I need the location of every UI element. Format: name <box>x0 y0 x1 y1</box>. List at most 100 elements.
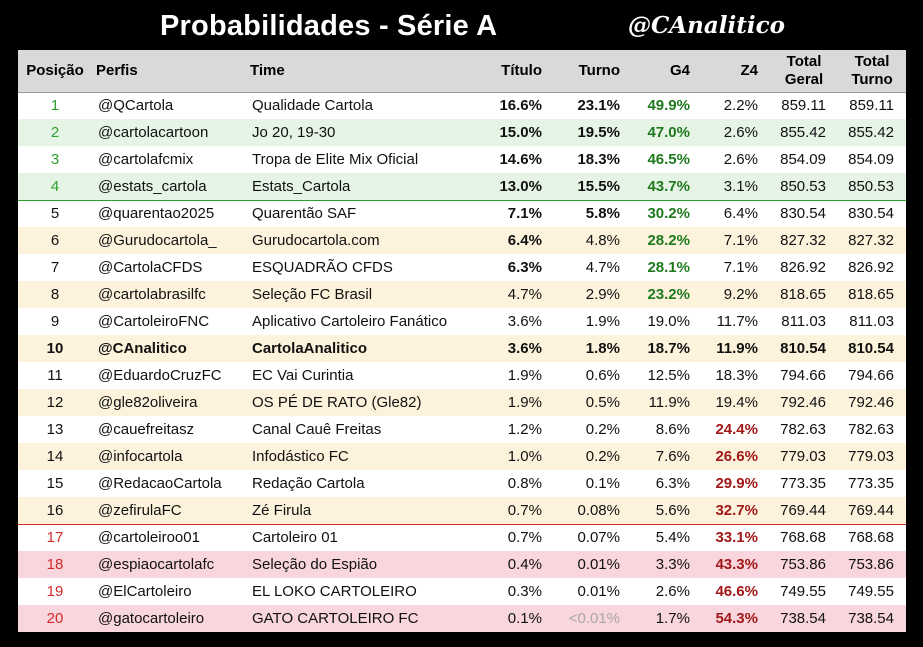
cell-z4: 2.6% <box>702 119 770 146</box>
cell-posicao: 3 <box>18 146 92 173</box>
cell-titulo: 6.3% <box>507 259 542 276</box>
cell-total-geral: 850.53 <box>770 173 838 201</box>
cell-g4: 5.4% <box>632 524 702 551</box>
cell-total-geral: 749.55 <box>770 578 838 605</box>
cell-total-turno: 753.86 <box>838 551 906 578</box>
cell-turno: 4.8% <box>554 227 632 254</box>
cell-total-turno: 830.54 <box>848 205 894 223</box>
cell-total-turno: 818.65 <box>838 281 906 308</box>
cell-g4: 12.5% <box>647 367 690 384</box>
cell-time: Qualidade Cartola <box>246 92 472 119</box>
cell-perfil: @EduardoCruzFC <box>98 367 222 384</box>
cell-total-turno: 810.54 <box>838 335 906 362</box>
cell-posicao: 9 <box>50 313 60 330</box>
cell-posicao: 8 <box>18 281 92 308</box>
cell-titulo: 0.7% <box>472 497 554 525</box>
cell-z4: 3.1% <box>702 173 770 201</box>
cell-total-geral: 810.54 <box>770 335 838 362</box>
cell-perfil: @CartoleiroFNC <box>98 313 210 330</box>
table-body: 1 @QCartola Qualidade Cartola 16.6% 23.1% 49.… <box>18 92 906 632</box>
cell-posicao: 7 <box>50 259 60 276</box>
cell-z4: 6.4% <box>723 205 758 223</box>
cell-total-geral: 794.66 <box>780 367 826 384</box>
header-posicao: Posição <box>18 50 92 93</box>
header-z4: Z4 <box>702 50 770 93</box>
cell-g4: 46.5% <box>632 146 702 173</box>
cell-perfil: @cartolabrasilfc <box>92 281 246 308</box>
cell-time: EL LOKO CARTOLEIRO <box>246 578 472 605</box>
cell-time: Estats_Cartola <box>246 173 472 201</box>
cell-total-geral: 768.68 <box>770 524 838 551</box>
table-row: 1 @QCartola Qualidade Cartola 16.6% 23.1% 49.… <box>18 92 906 119</box>
cell-time: Aplicativo Cartoleiro Fanático <box>252 313 448 330</box>
cell-posicao: 15 <box>46 475 64 492</box>
table-row: 18 @espiaocartolafc Seleção do Espião 0.4% 0… <box>18 551 906 578</box>
page-title: Probabilidades - Série A <box>160 10 498 42</box>
cell-time: Tropa de Elite Mix Oficial <box>246 146 472 173</box>
cell-turno: 0.01% <box>554 578 632 605</box>
cell-perfil: @QCartola <box>92 92 246 119</box>
cell-titulo: 0.3% <box>472 578 554 605</box>
cell-posicao: 18 <box>18 551 92 578</box>
cell-perfil: @cauefreitasz <box>98 421 195 438</box>
cell-total-turno: 769.44 <box>838 497 906 525</box>
cell-titulo: 4.7% <box>472 281 554 308</box>
cell-posicao: 5 <box>50 205 60 223</box>
cell-total-turno: 794.66 <box>848 367 894 384</box>
cell-z4: 11.7% <box>716 313 758 330</box>
cell-turno: 0.08% <box>554 497 632 525</box>
header-g4: G4 <box>632 50 702 93</box>
cell-titulo: 1.0% <box>472 443 554 470</box>
cell-titulo: 1.2% <box>507 421 542 438</box>
cell-perfil: @CartolaCFDS <box>98 259 203 276</box>
cell-total-geral: 773.35 <box>780 475 826 492</box>
cell-total-geral: 826.92 <box>780 259 826 276</box>
cell-z4: 29.9% <box>715 475 758 492</box>
cell-turno: 0.1% <box>585 475 620 492</box>
table-row: 17 @cartoleiroo01 Cartoleiro 01 0.7% 0.07% 5.… <box>18 524 906 551</box>
cell-turno: 19.5% <box>554 119 632 146</box>
header-total-turno: Total Turno <box>838 50 906 93</box>
cell-total-geral: 827.32 <box>770 227 838 254</box>
cell-posicao: 12 <box>18 389 92 416</box>
cell-time: Quarentão SAF <box>252 205 357 223</box>
cell-g4: 7.6% <box>632 443 702 470</box>
cell-g4: 8.6% <box>655 421 690 438</box>
cell-time: Gurudocartola.com <box>246 227 472 254</box>
cell-turno: 0.2% <box>554 443 632 470</box>
cell-z4: 54.3% <box>702 605 770 632</box>
cell-total-turno: 782.63 <box>848 421 894 438</box>
cell-total-turno: 855.42 <box>838 119 906 146</box>
cell-posicao: 2 <box>18 119 92 146</box>
cell-perfil: @quarentao2025 <box>98 205 215 223</box>
cell-perfil: @Gurudocartola_ <box>92 227 246 254</box>
cell-g4: 49.9% <box>632 92 702 119</box>
table-row: 4 @estats_cartola Estats_Cartola 13.0% 15.5%… <box>18 173 906 201</box>
cell-g4: 43.7% <box>632 173 702 201</box>
table-row: 11 @EduardoCruzFC EC Vai Curintia 1.9% 0.6% 1… <box>18 362 906 389</box>
table-row: 16 @zefirulaFC Zé Firula 0.7% 0.08% 5.6% 32.7%… <box>18 497 906 525</box>
cell-time: ESQUADRÃO CFDS <box>252 259 393 276</box>
table-row: 3 @cartolafcmix Tropa de Elite Mix Oficial… <box>18 146 906 173</box>
cell-perfil: @RedacaoCartola <box>98 475 222 492</box>
cell-titulo: 14.6% <box>472 146 554 173</box>
cell-g4: 2.6% <box>632 578 702 605</box>
cell-posicao: 6 <box>18 227 92 254</box>
cell-titulo: 15.0% <box>472 119 554 146</box>
header-perfis: Perfis <box>92 50 246 93</box>
cell-g4: 6.3% <box>655 475 690 492</box>
cell-total-turno: 859.11 <box>838 92 906 119</box>
cell-turno: 23.1% <box>554 92 632 119</box>
cell-total-turno: 827.32 <box>838 227 906 254</box>
header-titulo: Título <box>472 50 554 93</box>
cell-total-geral: 769.44 <box>770 497 838 525</box>
table-row: 7 @CartolaCFDS ESQUADRÃO CFDS 6.3% 4.7% 28.1%… <box>18 254 906 281</box>
cell-z4: 9.2% <box>702 281 770 308</box>
cell-total-geral: 859.11 <box>770 92 838 119</box>
cell-z4: 46.6% <box>702 578 770 605</box>
cell-time: Jo 20, 19-30 <box>246 119 472 146</box>
cell-total-turno: 773.35 <box>848 475 894 492</box>
cell-total-geral: 811.03 <box>781 313 826 330</box>
cell-total-turno: 779.03 <box>838 443 906 470</box>
cell-turno: 1.8% <box>554 335 632 362</box>
